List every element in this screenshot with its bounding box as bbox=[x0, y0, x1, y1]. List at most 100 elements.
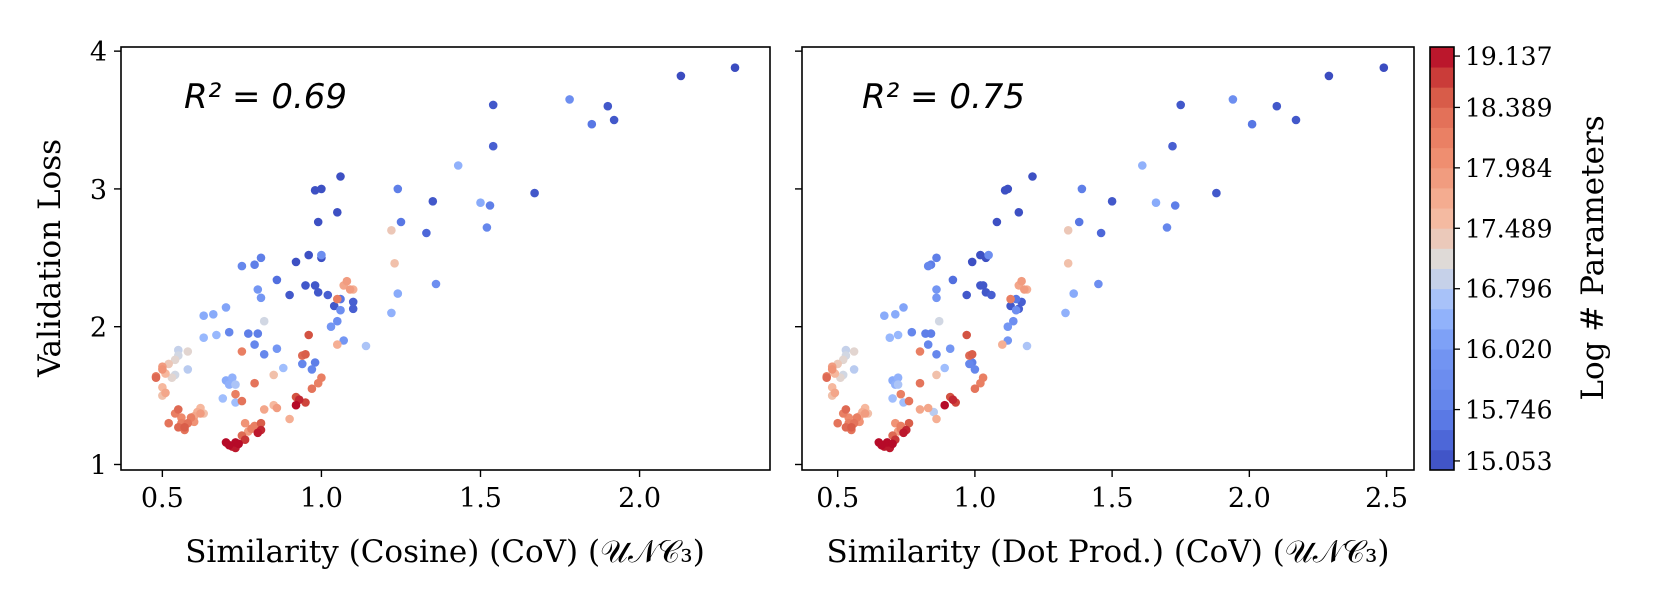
data-point bbox=[151, 373, 161, 383]
data-point bbox=[1168, 141, 1177, 151]
data-point bbox=[978, 373, 988, 383]
data-point bbox=[323, 290, 333, 300]
colorbar-band bbox=[1430, 47, 1454, 68]
data-point bbox=[967, 350, 977, 359]
data-point bbox=[891, 310, 900, 319]
data-point bbox=[978, 281, 988, 290]
data-point bbox=[250, 378, 259, 388]
data-point bbox=[231, 389, 240, 399]
data-point bbox=[183, 365, 193, 374]
data-point bbox=[676, 71, 686, 81]
data-point bbox=[1272, 101, 1282, 111]
x-tick-label: 0.5 bbox=[141, 483, 184, 514]
data-point bbox=[256, 293, 266, 303]
data-point bbox=[1028, 172, 1037, 181]
x-tick-label: 2.5 bbox=[1365, 483, 1408, 514]
data-point bbox=[256, 253, 266, 263]
colorbar-ticks: 15.053 15.746 16.020 16.796 17.489 17.984 18.3… bbox=[1454, 42, 1552, 476]
data-point bbox=[1096, 228, 1106, 238]
data-point bbox=[833, 418, 842, 428]
x-tick-label: 2.0 bbox=[618, 483, 661, 514]
data-point bbox=[1009, 316, 1018, 326]
colorbar-band bbox=[1430, 349, 1454, 370]
colorbar-band bbox=[1430, 389, 1454, 410]
data-point bbox=[221, 438, 231, 447]
data-point bbox=[565, 95, 574, 104]
y-tick-label: 2 bbox=[90, 313, 107, 344]
colorbar-bands bbox=[1430, 47, 1454, 471]
data-point bbox=[970, 384, 980, 394]
y-tick-label: 4 bbox=[90, 37, 107, 68]
data-point bbox=[196, 409, 205, 418]
data-point bbox=[209, 310, 218, 319]
data-point bbox=[272, 403, 282, 413]
data-point bbox=[224, 327, 234, 337]
data-point bbox=[253, 285, 263, 294]
data-point bbox=[830, 388, 840, 398]
data-point bbox=[212, 330, 221, 340]
data-point bbox=[1020, 285, 1029, 294]
data-point bbox=[926, 329, 936, 338]
data-point bbox=[313, 288, 323, 297]
data-point bbox=[530, 188, 539, 198]
colorbar-tick-label: 15.746 bbox=[1465, 396, 1552, 425]
data-point bbox=[1107, 197, 1117, 206]
data-point bbox=[934, 316, 944, 326]
colorbar-band bbox=[1430, 449, 1454, 471]
data-point bbox=[899, 428, 908, 438]
data-point bbox=[822, 373, 831, 383]
data-point bbox=[1176, 100, 1185, 110]
data-point bbox=[250, 260, 259, 270]
data-point bbox=[962, 330, 971, 340]
left-r2-annotation: R² = 0.69 bbox=[184, 77, 347, 117]
data-point bbox=[285, 414, 294, 424]
data-point bbox=[348, 304, 358, 314]
data-point bbox=[888, 394, 897, 403]
data-point bbox=[874, 438, 884, 447]
data-point bbox=[310, 281, 320, 290]
left-x-axis: 0.5 1.0 1.5 2.0 bbox=[141, 470, 661, 514]
data-point bbox=[1077, 184, 1087, 194]
colorbar-band bbox=[1430, 288, 1454, 310]
data-point bbox=[609, 115, 619, 125]
data-point bbox=[253, 428, 263, 438]
data-point bbox=[342, 276, 352, 286]
colorbar-tick-label: 17.489 bbox=[1465, 214, 1552, 243]
data-point bbox=[932, 285, 941, 294]
data-point bbox=[313, 217, 323, 227]
data-point bbox=[965, 359, 974, 369]
data-point bbox=[180, 423, 189, 432]
right-x-axis: 0.5 1.0 1.5 2.0 2.5 bbox=[816, 470, 1408, 514]
data-point bbox=[904, 418, 914, 428]
data-point bbox=[849, 365, 859, 374]
left-scatter-points bbox=[151, 63, 740, 453]
data-point bbox=[888, 439, 897, 449]
data-point bbox=[326, 322, 336, 332]
data-point bbox=[1017, 276, 1026, 286]
colorbar-band bbox=[1430, 268, 1454, 290]
data-point bbox=[488, 100, 498, 110]
data-point bbox=[329, 301, 339, 311]
colorbar-band bbox=[1430, 107, 1454, 128]
colorbar-tick-label: 16.796 bbox=[1465, 275, 1552, 304]
colorbar-tick-label: 17.984 bbox=[1465, 154, 1552, 183]
colorbar-band bbox=[1430, 308, 1454, 330]
data-point bbox=[345, 285, 355, 294]
colorbar-band bbox=[1430, 67, 1454, 88]
data-point bbox=[250, 340, 259, 349]
data-point bbox=[1170, 201, 1180, 210]
data-point bbox=[393, 289, 403, 298]
data-point bbox=[1151, 198, 1161, 207]
colorbar-label: Log # Parameters bbox=[1575, 115, 1611, 400]
data-point bbox=[164, 418, 173, 428]
x-tick-label: 1.5 bbox=[1091, 483, 1134, 514]
data-point bbox=[915, 347, 925, 356]
data-point bbox=[174, 405, 183, 414]
data-point bbox=[218, 394, 228, 403]
x-tick-label: 1.0 bbox=[300, 483, 343, 514]
data-point bbox=[453, 161, 463, 170]
data-point bbox=[998, 340, 1007, 349]
data-point bbox=[1006, 294, 1015, 304]
data-point bbox=[948, 395, 958, 405]
